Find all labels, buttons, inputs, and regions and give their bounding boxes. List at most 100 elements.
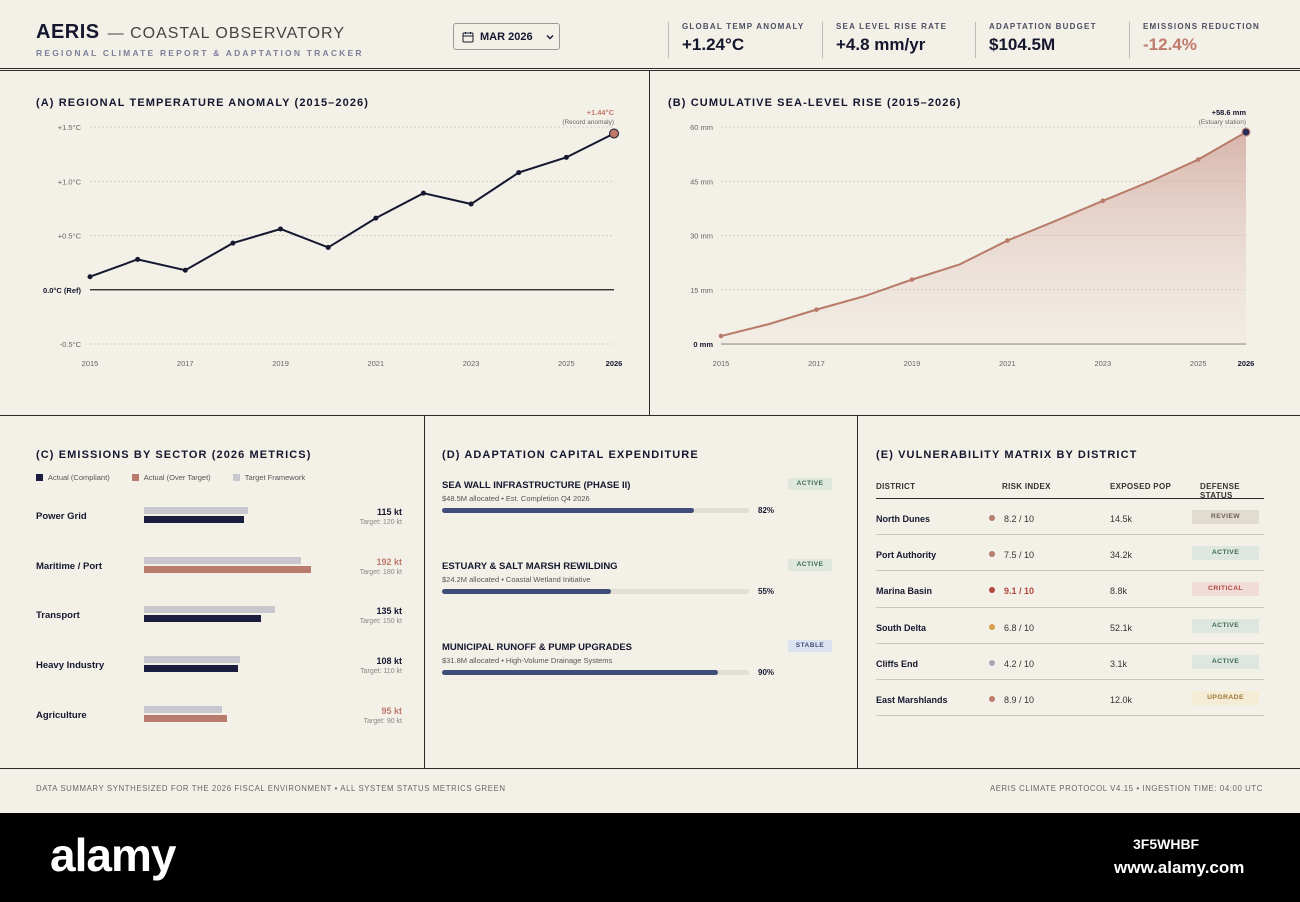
panel-title-temperature: (A) REGIONAL TEMPERATURE ANOMALY (2015–2…	[36, 97, 370, 109]
x-tick-label: 2019	[904, 359, 921, 368]
sector-value: 95 kt	[381, 705, 402, 716]
sector-value: 115 kt	[376, 507, 402, 517]
defense-status-badge: CRITICAL	[1192, 582, 1259, 597]
project-title: MUNICIPAL RUNOFF & PUMP UPGRADES	[442, 642, 633, 653]
risk-dot-icon	[989, 515, 995, 521]
legend-compliant: Actual (Compliant)	[36, 473, 110, 482]
sector-target: Target: 180 kt	[359, 568, 402, 576]
data-point	[373, 215, 379, 221]
sector-target: Target: 110 kt	[360, 668, 402, 676]
kpi-label: GLOBAL TEMP ANOMALY	[682, 22, 805, 31]
legend-over-target: Actual (Over Target)	[131, 473, 211, 482]
watermark-banner	[0, 813, 1300, 902]
brand: AERIS — COASTAL OBSERVATORY	[36, 21, 345, 44]
kpi-value: +1.24°C	[682, 35, 745, 54]
exposed-pop: 8.8k	[1110, 586, 1128, 597]
progress-track	[442, 670, 749, 675]
data-point	[1100, 198, 1106, 204]
capex-project: SEA WALL INFRASTRUCTURE (PHASE II) $48.5M…	[442, 478, 832, 530]
x-tick-label: 2025	[1190, 359, 1207, 368]
data-point	[230, 240, 236, 246]
exposed-pop: 34.2k	[1110, 550, 1133, 561]
sector-name: Power Grid	[36, 511, 87, 522]
sector-row: Power Grid 115 kt Target: 120 kt	[36, 507, 402, 537]
risk-dot-icon	[989, 659, 995, 666]
table-header: DISTRICT RISK INDEX EXPOSED POP DEFENSE …	[876, 476, 1264, 500]
target-bar	[144, 606, 275, 614]
risk-index: 6.8 / 10	[1004, 622, 1035, 633]
watermark-url: www.alamy.com	[1114, 858, 1245, 877]
brand-tagline: REGIONAL CLIMATE REPORT & ADAPTATION TRA…	[36, 48, 364, 58]
project-detail: $31.8M allocated • High-Volume Drainage …	[442, 656, 613, 665]
sector-value: 135 kt	[376, 606, 402, 617]
progress-percent: 90%	[758, 668, 775, 677]
sector-value: 108 kt	[376, 656, 402, 667]
district-name: Port Authority	[876, 550, 937, 561]
defense-status-badge: ACTIVE	[1192, 546, 1259, 561]
sector-name: Maritime / Port	[36, 560, 102, 572]
vulnerability-table: DISTRICT RISK INDEX EXPOSED POP DEFENSE …	[876, 476, 1264, 717]
data-point	[468, 201, 474, 207]
risk-index: 8.9 / 10	[1004, 694, 1035, 705]
sea-level-area	[721, 132, 1246, 344]
annotation-note: (Estuary station)	[1199, 119, 1246, 126]
y-tick-label: 15 mm	[690, 286, 713, 295]
exposed-pop: 52.1k	[1110, 622, 1133, 633]
sector-target: Target: 90 kt	[363, 717, 402, 725]
x-tick-label: 2025	[558, 359, 575, 368]
table-row[interactable]: East Marshlands 8.9 / 10 12.0k UPGRADE	[876, 680, 1264, 717]
data-point	[909, 277, 915, 282]
y-tick-label: 45 mm	[690, 177, 713, 186]
table-row[interactable]: Cliffs End 4.2 / 10 3.1k ACTIVE	[876, 644, 1264, 680]
column-header-pop: EXPOSED POP	[1110, 482, 1172, 491]
x-tick-label: 2021	[367, 359, 384, 368]
y-tick-label: +1.5°C	[58, 123, 82, 132]
data-point	[1005, 238, 1010, 243]
sea-level-chart: 60 mm 45 mm 30 mm 15 mm 0 mm 2015 2017 2019 2021…	[690, 108, 1254, 368]
data-point	[135, 256, 141, 262]
actual-bar	[144, 615, 262, 623]
risk-dot-icon	[989, 551, 995, 558]
temperature-series-line	[89, 132, 615, 278]
data-point	[718, 333, 724, 339]
sector-row: Heavy Industry 108 kt Target: 110 kt	[36, 656, 402, 686]
panel-divider	[424, 415, 425, 768]
x-tick-label: 2015	[713, 359, 730, 368]
y-tick-label: 0 mm	[693, 340, 713, 349]
data-point	[516, 170, 522, 176]
kpi-adaptation-budget: ADAPTATION BUDGET $104.5M	[975, 22, 1097, 58]
table-row[interactable]: Marina Basin 9.1 / 10 8.8k CRITICAL	[876, 571, 1264, 608]
status-badge: ACTIVE	[788, 478, 832, 490]
watermark-image-id: 3F5WHBF	[1133, 836, 1200, 852]
column-header-status: DEFENSE STATUS	[1200, 482, 1240, 500]
data-point	[1195, 157, 1201, 162]
column-header-district: DISTRICT	[876, 482, 916, 491]
brand-name: AERIS	[36, 21, 100, 43]
risk-dot-icon	[989, 695, 995, 702]
capex-project: ESTUARY & SALT MARSH REWILDING $24.2M all…	[442, 559, 832, 611]
kpi-label: ADAPTATION BUDGET	[989, 22, 1097, 31]
table-row[interactable]: Port Authority 7.5 / 10 34.2k ACTIVE	[876, 535, 1264, 572]
district-name: Cliffs End	[876, 658, 918, 669]
target-bar	[144, 705, 223, 713]
sector-row: Maritime / Port 192 kt Target: 180 kt	[36, 556, 402, 587]
table-row[interactable]: North Dunes 8.2 / 10 14.5k REVIEW	[876, 499, 1264, 536]
x-tick-label: 2019	[272, 359, 289, 368]
legend-label: Actual (Compliant)	[48, 473, 110, 482]
progress-percent: 82%	[758, 506, 775, 515]
x-tick-label: 2015	[82, 359, 99, 368]
brand-subtitle: — COASTAL OBSERVATORY	[107, 25, 345, 42]
project-title: SEA WALL INFRASTRUCTURE (PHASE II)	[442, 480, 631, 491]
date-picker[interactable]: MAR 2026	[453, 23, 560, 50]
x-tick-label: 2023	[463, 359, 480, 368]
project-title: ESTUARY & SALT MARSH REWILDING	[442, 561, 618, 572]
defense-status-badge: REVIEW	[1192, 510, 1259, 524]
risk-index: 9.1 / 10	[1004, 586, 1035, 597]
dashboard: AERIS — COASTAL OBSERVATORY REGIONAL CLI…	[0, 0, 1300, 813]
status-badge: STABLE	[788, 640, 832, 652]
table-row[interactable]: South Delta 6.8 / 10 52.1k ACTIVE	[876, 608, 1264, 644]
kpi-value: -12.4%	[1143, 35, 1197, 54]
panel-title-vulnerability: (E) VULNERABILITY MATRIX BY DISTRICT	[876, 449, 1138, 461]
status-badge: ACTIVE	[788, 559, 832, 571]
progress-fill	[442, 508, 694, 513]
